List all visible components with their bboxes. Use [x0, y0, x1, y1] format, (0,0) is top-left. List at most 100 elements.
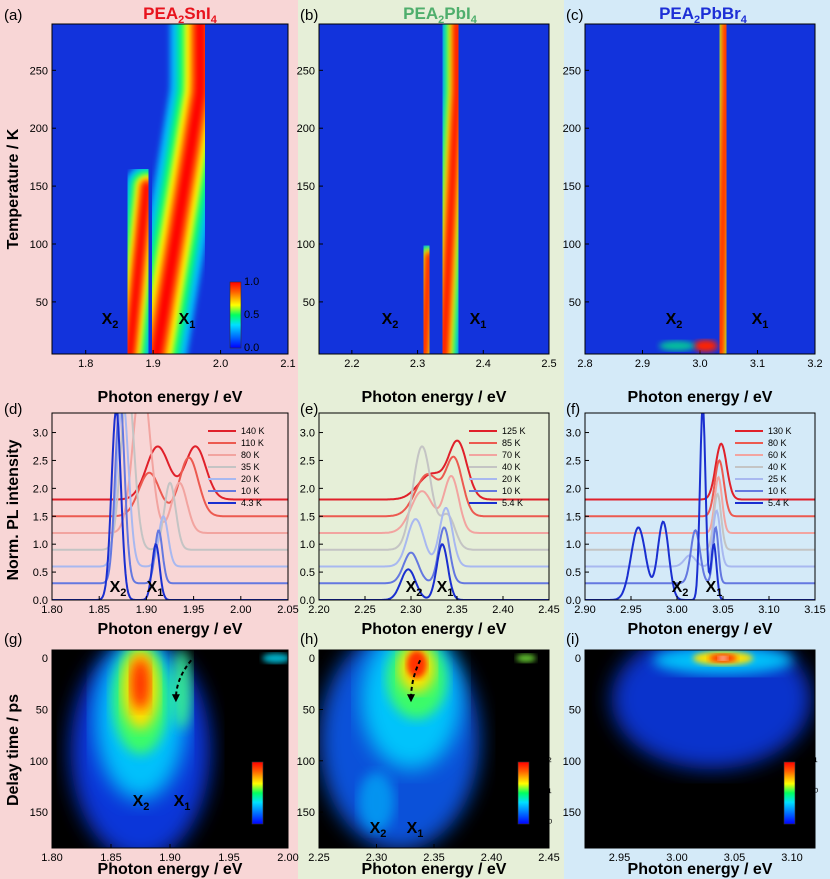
xtick-label-f-3: 3.05	[712, 604, 733, 616]
exciton-x1-a: X1	[179, 311, 196, 331]
xtick-label-e-4: 2.40	[492, 604, 513, 616]
trpl-i	[611, 650, 812, 770]
exciton-x2-e: X2	[406, 579, 423, 599]
legend-f: 130 K 80 K 60 K 40 K 25 K 10 K 5.4 K	[735, 426, 792, 508]
glow-g-6	[171, 650, 192, 729]
xlabel-g: Photon energy / eV	[98, 861, 243, 878]
glow-h-7	[358, 771, 395, 832]
ytick-label-e-4: 2.0	[300, 483, 315, 495]
xtick-label-d-3: 1.95	[183, 604, 204, 616]
xtick-label-h-1: 2.30	[366, 852, 387, 864]
frame-c	[584, 23, 816, 355]
xtick-label-b-1: 2.3	[410, 358, 425, 370]
ytick-label-f-2: 1.0	[566, 539, 581, 551]
xtick-label-a-0: 1.8	[78, 358, 93, 370]
glow-i-5	[718, 656, 728, 661]
panel-label-a: (a)	[4, 7, 22, 24]
xlabel-d: Photon energy / eV	[98, 621, 243, 638]
exciton-x1-e: X1	[437, 579, 454, 599]
xtick-label-h-4: 2.45	[538, 852, 559, 864]
series-line-d-0	[52, 445, 288, 501]
arrow-g	[174, 659, 193, 700]
xtick-label-f-2: 3.00	[666, 604, 687, 616]
heatmap-band-a-1-layer-4	[150, 24, 206, 354]
panel-label-i: (i)	[566, 631, 579, 648]
xtick-label-c-0: 2.8	[577, 358, 592, 370]
heatmap-band-b-0	[411, 243, 442, 354]
series-line-e-5	[319, 526, 549, 585]
xtick-label-g-4: 2.00	[277, 852, 298, 864]
series-line-d-2	[52, 413, 288, 534]
xtick-label-a-1: 1.9	[145, 358, 160, 370]
panel-label-f: (f)	[566, 401, 580, 418]
xtick-label-h-3: 2.40	[481, 852, 502, 864]
xtick-label-i-0: 2.95	[609, 852, 630, 864]
axes-f: 2.90 2.95 3.00 3.05 3.10 3.15 0.0 0.5 1.0 1.5 2.0 2…	[566, 412, 826, 616]
ytick-label-g-0: 0	[42, 653, 48, 665]
xlabel-h: Photon energy / eV	[362, 861, 507, 878]
exciton-x1-h: X1	[407, 820, 424, 840]
colorbar-g-bar	[251, 761, 264, 825]
trpl-g	[70, 650, 288, 848]
heatmap-hotspot-c2	[659, 340, 695, 351]
colorbar-i-bar	[783, 761, 796, 825]
colorbar-a-bar	[229, 281, 242, 349]
ytick-label-h-2: 100	[297, 756, 315, 768]
ytick-label-i-3: 150	[563, 807, 581, 819]
legend-label-e-1: 85 K	[502, 438, 521, 448]
series-line-d-1	[52, 456, 288, 518]
xtick-label-d-0: 1.80	[41, 604, 62, 616]
ytick-label-i-1: 50	[569, 705, 581, 717]
colorbar-g-tick-1: 10¹⁰	[266, 787, 287, 799]
ytick-label-b-3: 200	[297, 123, 315, 135]
glow-g-5	[130, 657, 151, 710]
xlabel-b: Photon energy / eV	[362, 389, 507, 406]
ytick-label-b-4: 250	[297, 65, 315, 77]
xtick-label-e-3: 2.35	[446, 604, 467, 616]
lines-e	[319, 439, 549, 600]
exciton-x1-g: X1	[174, 793, 191, 813]
ytick-label-b-0: 50	[303, 297, 315, 309]
ytick-label-a-3: 200	[30, 123, 48, 135]
panel-label-h: (h)	[300, 631, 318, 648]
ylabel-delay-time: Delay time / ps	[5, 694, 22, 806]
ytick-label-g-1: 50	[36, 705, 48, 717]
heatmap-bg2-c	[585, 24, 815, 354]
colorbar-h-tick-2: 10¹⁰	[532, 818, 553, 830]
xtick-label-g-2: 1.90	[159, 852, 180, 864]
ytick-label-f-6: 3.0	[566, 428, 581, 440]
legend-label-e-3: 40 K	[502, 462, 521, 472]
colorbar-i-tick-0: 10¹¹	[798, 756, 818, 768]
ytick-label-b-1: 100	[297, 239, 315, 251]
xtick-label-i-2: 3.05	[724, 852, 745, 864]
colorbar-g: 10¹¹ 10¹⁰ 10⁹	[251, 756, 287, 830]
axes-c: 2.8 2.9 3.0 3.1 3.2 50 100 150 200 250	[563, 23, 823, 370]
frame-a	[51, 23, 289, 355]
ytick-label-d-4: 2.0	[33, 483, 48, 495]
panel-label-c: (c)	[566, 7, 584, 24]
ytick-label-f-1: 0.5	[566, 567, 581, 579]
frame-d	[51, 412, 289, 601]
colorbar-i-tick-1: 10¹⁰	[798, 787, 819, 799]
legend-label-f-5: 10 K	[768, 486, 787, 496]
xtick-label-g-0: 1.80	[41, 852, 62, 864]
legend-label-f-0: 130 K	[768, 426, 792, 436]
ylabel-temperature: Temperature / K	[5, 128, 22, 249]
xlabel-a: Photon energy / eV	[98, 389, 243, 406]
ytick-label-d-2: 1.0	[33, 539, 48, 551]
ytick-label-d-3: 1.5	[33, 511, 48, 523]
xtick-label-i-3: 3.10	[781, 852, 802, 864]
legend-label-f-3: 40 K	[768, 462, 787, 472]
title-pea2pbi4: PEA2PbI4	[403, 4, 478, 26]
ytick-label-f-4: 2.0	[566, 483, 581, 495]
xlabel-e: Photon energy / eV	[362, 621, 507, 638]
exciton-x1-d: X1	[147, 579, 164, 599]
frame-g	[51, 649, 289, 849]
colorbar-i: 10¹¹ 10¹⁰ 10⁹	[783, 756, 819, 830]
panel-label-e: (e)	[300, 401, 318, 418]
xtick-label-d-1: 1.85	[88, 604, 109, 616]
series-line-d-3	[52, 413, 288, 551]
heatmap-band-c-0-layer-4	[717, 24, 729, 354]
ytick-label-a-4: 250	[30, 65, 48, 77]
exciton-x2-d: X2	[110, 579, 127, 599]
